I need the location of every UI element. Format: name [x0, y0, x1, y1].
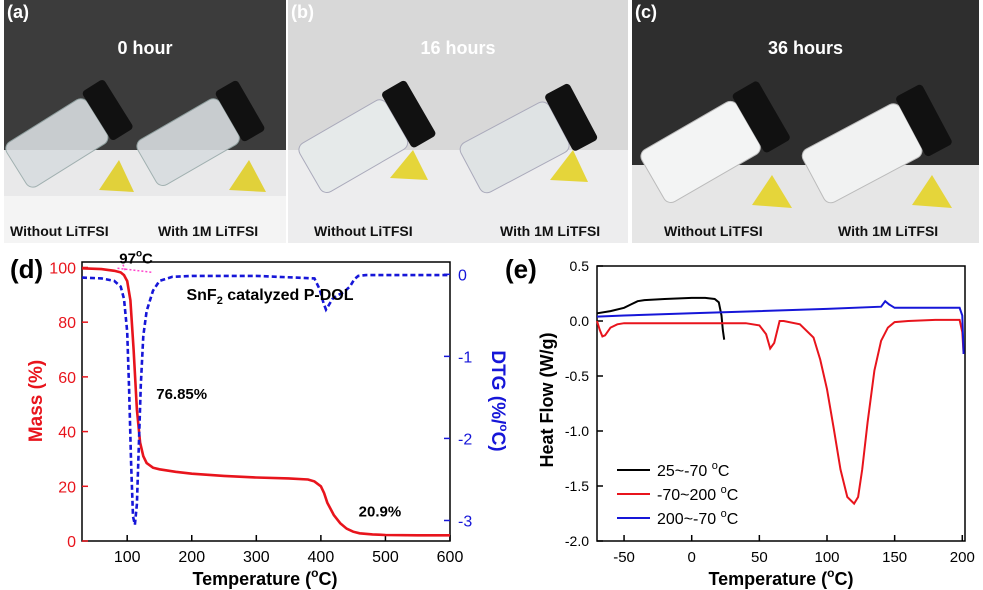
x-tick-label-d: 200: [178, 549, 205, 566]
x-tick-label-d: 300: [243, 549, 270, 566]
caption-with-litfsi-c: With 1M LiTFSI: [838, 223, 939, 239]
y2-tick-label-d: -2: [458, 431, 472, 448]
y-tick-label-d: 80: [58, 315, 76, 332]
y-axis-label-d: Mass (%): [26, 360, 47, 442]
y-tick-label-e: -1.0: [565, 423, 589, 439]
x-axis-label-d: Temperature (oC): [192, 566, 337, 589]
y-tick-label-e: 0.5: [570, 258, 590, 274]
panel-label-c: (c): [635, 2, 657, 22]
chart-e: (e) -50 0 50 100 150 200 0.5 0.0 -0.5 -1.0 -1.5 -2…: [505, 254, 975, 589]
x-tick-label-e: 150: [882, 549, 907, 566]
onset-tangent-line: [117, 267, 154, 274]
heatflow-series-line-1: [596, 318, 965, 506]
x-tick-label-d: 400: [308, 549, 335, 566]
x-tick-label-e: 50: [751, 549, 768, 566]
photo-title-b: 16 hours: [420, 38, 496, 58]
vials-photo-c: [632, 0, 979, 243]
y-tick-label-d: 100: [49, 260, 76, 277]
caption-without-litfsi-c: Without LiTFSI: [664, 223, 763, 239]
legend-e: 25~-70 oC -70~200 oC 200~-70 oC: [617, 460, 738, 528]
vials-photo-a: [4, 0, 286, 243]
annotation-mass-loss-2: 20.9%: [359, 503, 402, 520]
annotation-mass-loss-1: 76.85%: [156, 386, 207, 403]
chart-title-d: SnF2 catalyzed P-DOL: [186, 287, 353, 307]
x-tick-label-d: 100: [114, 549, 141, 566]
y-tick-label-e: -1.5: [565, 478, 589, 494]
y-axis-label-e: Heat Flow (W/g): [537, 333, 557, 468]
legend-label: 200~-70 oC: [657, 508, 738, 528]
x-tick-label-d: 500: [372, 549, 399, 566]
y-tick-label-d: 20: [58, 479, 76, 496]
legend-label: -70~200 oC: [657, 484, 738, 504]
photo-panel-c: (c) 36 hours Without LiTFSI With 1M LiTF…: [632, 0, 979, 243]
panel-label-b: (b): [291, 2, 314, 22]
caption-with-litfsi-a: With 1M LiTFSI: [158, 223, 259, 239]
x-tick-label-e: 100: [814, 549, 839, 566]
y2-tick-label-d: -1: [458, 349, 472, 366]
onset-marker-line: [120, 258, 126, 271]
y-tick-label-d: 60: [58, 370, 76, 387]
caption-without-litfsi-b: Without LiTFSI: [314, 223, 413, 239]
photo-panel-b: (b) 16 hours Without LiTFSI With 1M LiTF…: [288, 0, 628, 243]
chart-d: (d) 100 200 300 400 500 600 0 20 40 60 80 100 0 -1 -…: [10, 248, 511, 589]
mass-series-line: [81, 267, 450, 537]
x-tick-label-e: 0: [688, 549, 696, 566]
y-tick-label-e: -0.5: [565, 368, 589, 384]
vials-photo-b: [288, 0, 628, 243]
y-tick-label-e: -2.0: [565, 533, 589, 549]
heatflow-series-line-2: [596, 299, 965, 355]
y-tick-label-d: 0: [67, 534, 76, 551]
panel-label-e: (e): [505, 254, 537, 284]
y2-axis-label-d: DTG (%/oC): [487, 350, 511, 451]
y-tick-label-e: 0.0: [570, 313, 590, 329]
photo-title-c: 36 hours: [767, 38, 844, 58]
y-tick-label-d: 40: [58, 425, 76, 442]
caption-with-litfsi-b: With 1M LiTFSI: [500, 223, 601, 239]
annotation-onset-temp: 97oC: [119, 248, 153, 267]
panel-label-d: (d): [10, 254, 43, 284]
y2-tick-label-d: -3: [458, 513, 472, 530]
dtg-series-line: [81, 273, 450, 525]
x-axis-label-e: Temperature (oC): [708, 566, 853, 589]
x-tick-label-e: -50: [613, 549, 635, 566]
legend-label: 25~-70 oC: [657, 460, 729, 480]
heatflow-series-line-0: [596, 296, 726, 340]
plot-frame-e: [596, 265, 966, 542]
photo-title-a: 0 hour: [117, 38, 173, 58]
photo-panel-a: (a) 0 hour Without LiTFSI With 1M LiTFSI: [4, 0, 286, 243]
x-tick-label-e: 200: [950, 549, 975, 566]
x-tick-label-d: 600: [437, 549, 464, 566]
caption-without-litfsi-a: Without LiTFSI: [10, 223, 109, 239]
panel-label-a: (a): [7, 2, 29, 22]
y2-tick-label-d: 0: [458, 267, 467, 284]
plot-frame-d: [81, 261, 451, 542]
